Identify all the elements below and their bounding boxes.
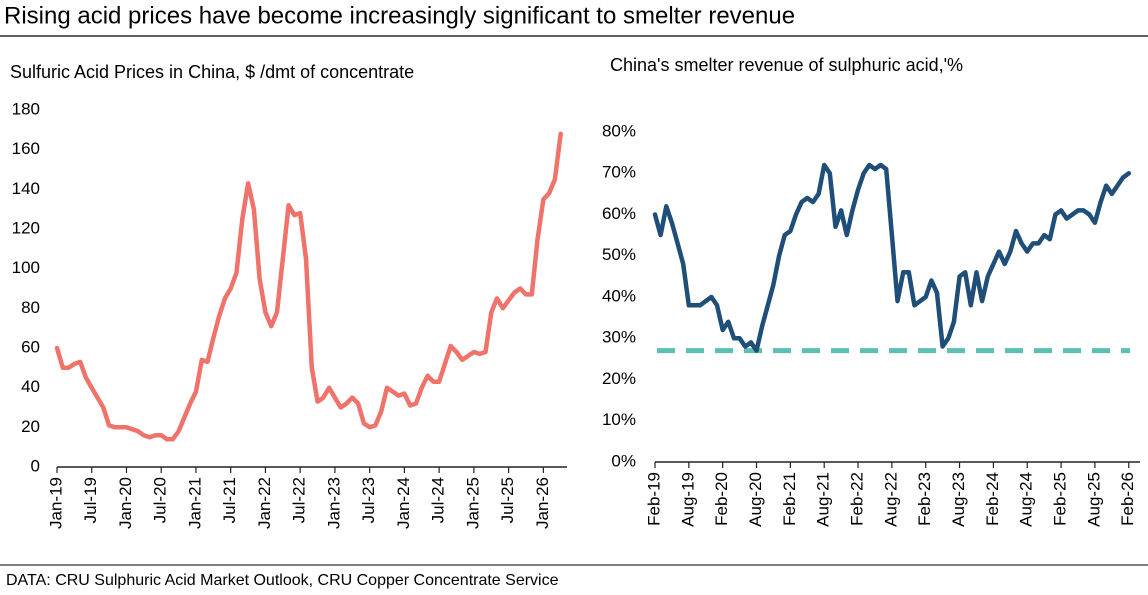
x-tick-label: Aug-25 <box>1084 472 1103 527</box>
x-tick-label: Jul-22 <box>290 477 309 523</box>
y-tick-label: 0 <box>31 456 40 475</box>
x-tick-label: Aug-19 <box>678 472 697 527</box>
y-tick-label: 30% <box>602 328 636 347</box>
chart-subtitle: China's smelter revenue of sulphuric aci… <box>610 55 963 75</box>
y-tick-label: 80 <box>21 298 40 317</box>
data-line <box>652 162 1132 353</box>
y-tick-label: 70% <box>602 163 636 182</box>
y-tick-label: 120 <box>12 218 40 237</box>
y-tick-label: 10% <box>602 410 636 429</box>
y-tick-label: 60 <box>21 337 40 356</box>
chart-subtitle: Sulfuric Acid Prices in China, $ /dmt of… <box>10 62 414 82</box>
x-tick-label: Jul-20 <box>151 477 170 523</box>
x-tick-label: Jan-19 <box>46 477 65 529</box>
x-tick-label: Jan-20 <box>116 477 135 529</box>
y-tick-label: 160 <box>12 139 40 158</box>
y-tick-label: 100 <box>12 258 40 277</box>
y-tick-label: 60% <box>602 204 636 223</box>
data-line <box>54 131 563 442</box>
source-note: DATA: CRU Sulphuric Acid Market Outlook,… <box>6 572 559 589</box>
x-tick-label: Aug-20 <box>746 472 765 527</box>
x-tick-label: Jan-24 <box>394 477 413 529</box>
x-tick-label: Feb-19 <box>644 472 663 526</box>
y-tick-label: 20% <box>602 369 636 388</box>
x-tick-label: Feb-26 <box>1118 472 1137 526</box>
x-tick-label: Jul-24 <box>429 477 448 523</box>
x-tick-label: Jan-26 <box>533 477 552 529</box>
x-tick-label: Jul-23 <box>359 477 378 523</box>
x-tick-label: Aug-23 <box>949 472 968 527</box>
x-tick-label: Feb-21 <box>780 472 799 526</box>
x-tick-label: Jan-25 <box>463 477 482 529</box>
x-tick-label: Jul-21 <box>220 477 239 523</box>
x-tick-label: Aug-24 <box>1017 472 1036 527</box>
x-tick-label: Feb-23 <box>915 472 934 526</box>
y-tick-label: 80% <box>602 121 636 140</box>
x-tick-label: Jan-22 <box>255 477 274 529</box>
y-tick-label: 50% <box>602 245 636 264</box>
x-tick-label: Jul-19 <box>81 477 100 523</box>
x-tick-label: Feb-25 <box>1051 472 1070 526</box>
x-tick-label: Jan-21 <box>185 477 204 529</box>
y-tick-label: 180 <box>12 99 40 118</box>
x-tick-label: Jan-23 <box>324 477 343 529</box>
y-tick-label: 20 <box>21 417 40 436</box>
x-tick-label: Aug-22 <box>881 472 900 527</box>
y-tick-label: 140 <box>12 179 40 198</box>
y-tick-label: 40 <box>21 377 40 396</box>
x-tick-label: Feb-22 <box>848 472 867 526</box>
x-tick-label: Feb-24 <box>983 472 1002 526</box>
page-title: Rising acid prices have become increasin… <box>4 2 795 29</box>
x-tick-label: Jul-25 <box>498 477 517 523</box>
y-tick-label: 40% <box>602 286 636 305</box>
x-tick-label: Aug-21 <box>814 472 833 527</box>
y-tick-label: 0% <box>611 451 636 470</box>
x-tick-label: Feb-20 <box>712 472 731 526</box>
